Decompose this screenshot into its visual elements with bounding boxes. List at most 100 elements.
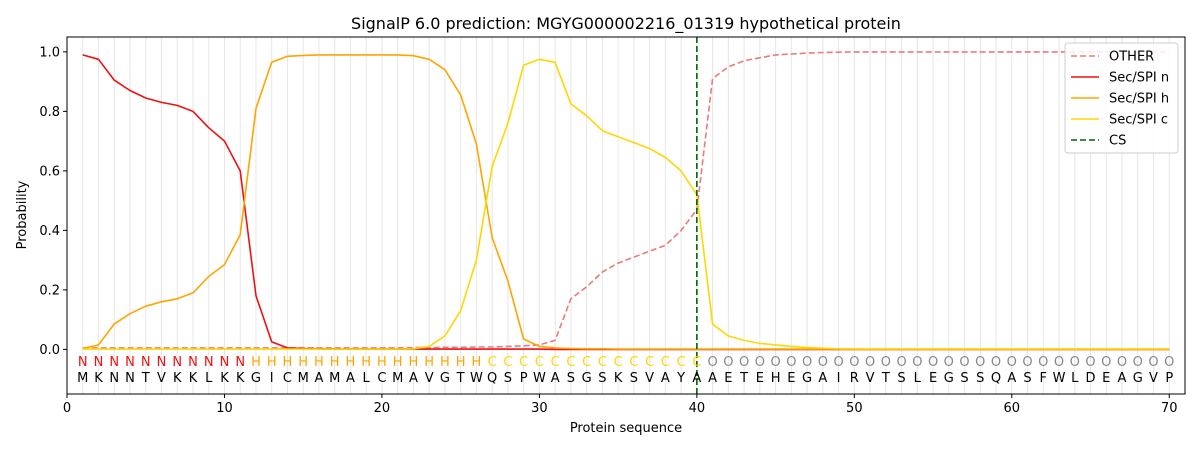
legend-label: Sec/SPI n — [1109, 71, 1169, 86]
region-label: H — [472, 355, 482, 370]
residue-label: A — [551, 371, 560, 386]
y-tick-label: 0.4 — [39, 224, 60, 239]
residue-label: K — [173, 371, 182, 386]
series-lines — [82, 51, 1170, 351]
y-axis-label: Probability — [15, 180, 30, 249]
y-tick-label: 0.0 — [39, 343, 60, 358]
legend-label: Sec/SPI c — [1109, 113, 1168, 128]
residue-label: G — [440, 371, 450, 386]
region-label: H — [346, 355, 356, 370]
residue-label: N — [125, 371, 135, 386]
legend-label: OTHER — [1109, 50, 1154, 65]
residue-label: V — [1149, 371, 1158, 386]
region-label: N — [172, 355, 182, 370]
residue-label: W — [1053, 371, 1066, 386]
residue-label: S — [897, 371, 905, 386]
region-label: N — [141, 355, 151, 370]
residue-label: A — [661, 371, 670, 386]
residue-label: K — [94, 371, 103, 386]
x-tick-label: 20 — [374, 401, 391, 416]
x-tick-label: 40 — [689, 401, 706, 416]
region-label: O — [723, 355, 733, 370]
region-label: C — [692, 355, 701, 370]
region-label: O — [865, 355, 875, 370]
region-label: O — [707, 355, 717, 370]
region-label: O — [1038, 355, 1048, 370]
region-label: C — [566, 355, 575, 370]
region-label: O — [1164, 355, 1174, 370]
region-label: O — [833, 355, 843, 370]
residue-label: E — [1102, 371, 1110, 386]
residue-label: A — [314, 371, 323, 386]
residue-label: V — [645, 371, 654, 386]
y-tick-label: 0.8 — [39, 105, 60, 120]
residue-label: E — [929, 371, 937, 386]
region-label: C — [677, 355, 686, 370]
residue-label: F — [1040, 371, 1047, 386]
region-label: O — [959, 355, 969, 370]
residue-label: S — [567, 371, 575, 386]
residue-label: L — [1071, 371, 1079, 386]
region-label: C — [551, 355, 560, 370]
region-label: O — [928, 355, 938, 370]
region-label: O — [1070, 355, 1080, 370]
series-line — [82, 58, 1170, 350]
residue-label: A — [1007, 371, 1016, 386]
residue-label: G — [251, 371, 261, 386]
residue-label: A — [1118, 371, 1127, 386]
x-tick-label: 50 — [846, 401, 863, 416]
residue-label: I — [837, 371, 841, 386]
region-label: O — [1133, 355, 1143, 370]
region-label: O — [1117, 355, 1127, 370]
region-label: O — [1085, 355, 1095, 370]
residue-label: A — [692, 371, 701, 386]
region-label: C — [503, 355, 512, 370]
x-tick-label: 70 — [1161, 401, 1178, 416]
region-label: C — [614, 355, 623, 370]
residue-label: A — [346, 371, 355, 386]
residue-label: T — [141, 371, 150, 386]
y-tick-label: 0.2 — [39, 283, 60, 298]
region-label: O — [786, 355, 796, 370]
x-tick-label: 10 — [216, 401, 233, 416]
residue-label: S — [630, 371, 638, 386]
legend: OTHER Sec/SPI n Sec/SPI h Sec/SPI c CS — [1064, 42, 1179, 154]
residue-label: S — [598, 371, 606, 386]
legend-label: Sec/SPI h — [1109, 92, 1169, 107]
region-label: C — [629, 355, 638, 370]
region-label: H — [267, 355, 277, 370]
residue-label: K — [614, 371, 623, 386]
region-label: H — [251, 355, 261, 370]
region-label: H — [456, 355, 466, 370]
region-label: H — [377, 355, 387, 370]
plot-frame — [66, 36, 1186, 395]
residue-label: K — [236, 371, 245, 386]
region-label: H — [283, 355, 293, 370]
residue-label: S — [1023, 371, 1031, 386]
residue-label: Y — [676, 371, 685, 386]
region-label: H — [298, 355, 308, 370]
residue-label: S — [960, 371, 968, 386]
residue-label: P — [520, 371, 528, 386]
region-label: N — [188, 355, 198, 370]
region-label: O — [881, 355, 891, 370]
region-label: O — [1054, 355, 1064, 370]
x-tick-label: 0 — [63, 401, 71, 416]
sequence-annotation: NMNKNNNNNTNVNKNKNLNKNKHGHIHCHMHAHMHAHLHC… — [77, 355, 1174, 386]
series-line — [82, 51, 1170, 349]
region-label: N — [235, 355, 245, 370]
region-label: O — [1101, 355, 1111, 370]
region-label: C — [519, 355, 528, 370]
residue-label: K — [189, 371, 198, 386]
residue-label: C — [377, 371, 386, 386]
axes: 0 10 20 30 40 50 60 70 0.0 0.2 0.4 0.6 0.8 1.0 — [39, 45, 1177, 416]
region-label: H — [409, 355, 419, 370]
region-label: H — [330, 355, 340, 370]
region-label: C — [582, 355, 591, 370]
vertical-grid — [82, 37, 1170, 394]
residue-label: M — [329, 371, 340, 386]
residue-label: Q — [487, 371, 497, 386]
region-label: O — [755, 355, 765, 370]
residue-label: W — [533, 371, 546, 386]
